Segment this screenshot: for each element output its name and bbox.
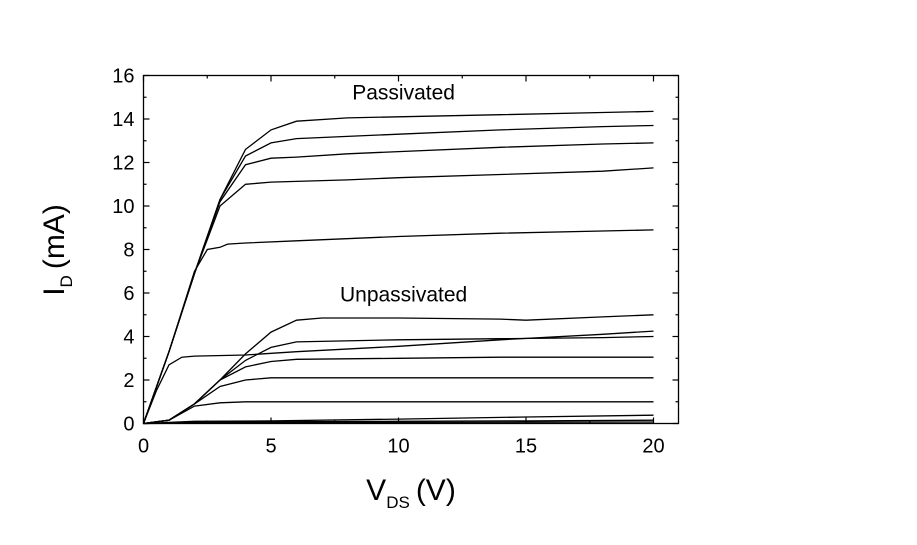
axis-tick-labels: 0 5 10 15 20 0 2 4 6 8 10 12 14 16 [112, 66, 664, 458]
y-axis-title-unit: (mA) [38, 204, 71, 269]
y-tick-label: 0 [123, 414, 134, 436]
x-axis-title: VDS (V) [366, 474, 456, 512]
axis-ticks [142, 74, 679, 425]
y-tick-label: 8 [123, 240, 134, 262]
y-axis-title-main: I [38, 287, 71, 295]
y-tick-label: 14 [112, 109, 134, 131]
x-tick-label: 15 [515, 436, 537, 458]
y-axis-title: ID (mA) [38, 204, 76, 296]
series-line-passivated-5 [142, 229, 654, 424]
plot-frame [142, 74, 680, 425]
y-tick-label: 6 [123, 283, 134, 305]
x-tick-label: 20 [642, 436, 664, 458]
series-line-passivated-2 [142, 124, 654, 424]
x-tick-label: 5 [265, 436, 276, 458]
y-tick-label: 16 [112, 66, 134, 88]
annotation-unpassivated: Unpassivated [340, 284, 467, 307]
x-tick-label: 0 [138, 436, 149, 458]
curves [142, 110, 654, 425]
series-line-unpassivated-4 [143, 377, 654, 425]
series-line-unpassivated-1 [143, 314, 654, 425]
x-axis-title-sub: DS [386, 493, 410, 512]
y-tick-label: 2 [123, 370, 134, 392]
series-line-unpassivated-3 [143, 356, 654, 425]
x-axis-title-unit: (V) [416, 474, 456, 507]
y-tick-label: 12 [112, 153, 134, 175]
annotations: Passivated Unpassivated [340, 81, 467, 306]
y-axis-title-sub: D [57, 275, 76, 287]
series-line-passivated-1 [142, 110, 654, 424]
x-tick-label: 10 [387, 436, 409, 458]
x-axis-title-main: V [366, 474, 386, 507]
y-tick-label: 10 [112, 196, 134, 218]
series-line-unpassivated-5 [143, 401, 654, 425]
annotation-passivated: Passivated [352, 81, 455, 104]
y-tick-label: 4 [123, 327, 134, 349]
